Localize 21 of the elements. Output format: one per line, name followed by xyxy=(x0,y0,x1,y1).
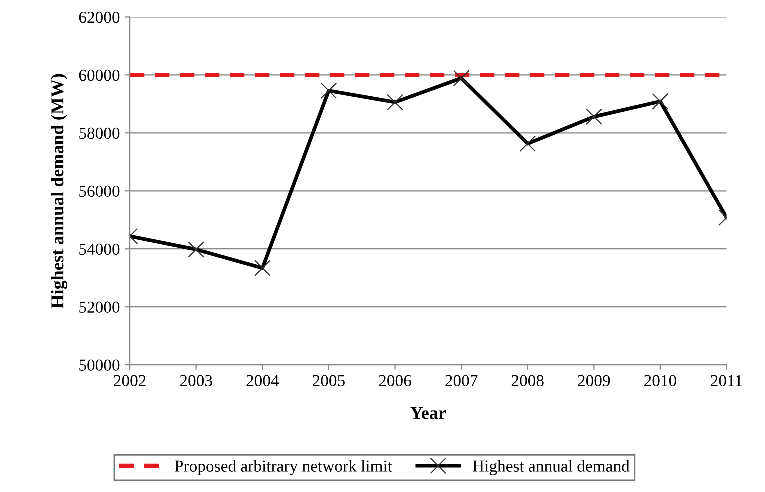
x-tick-label: 2009 xyxy=(578,375,610,387)
y-tick-label: 60000 xyxy=(79,70,120,82)
y-tick-label: 56000 xyxy=(80,186,120,198)
y-tick-label: 54000 xyxy=(80,244,120,256)
x-tick-label: 2004 xyxy=(246,375,280,387)
x-tick-label: 2008 xyxy=(512,375,544,387)
x-tick-label: 2006 xyxy=(379,375,412,387)
y-tick-label: 50000 xyxy=(80,360,120,372)
y-tick-label: 52000 xyxy=(80,302,120,314)
y-tick-label: 58000 xyxy=(80,128,120,140)
legend-label: Highest annual demand xyxy=(472,460,630,476)
x-tick-label: 2003 xyxy=(180,375,212,387)
y-axis-title: Highest annual demand (MW) xyxy=(51,74,68,308)
x-tick-label: 2002 xyxy=(114,375,146,387)
x-tick-label: 2010 xyxy=(644,375,676,387)
legend-label: Proposed arbitrary network limit xyxy=(174,460,392,476)
x-axis-title: Year xyxy=(410,407,446,420)
x-tick-label: 2005 xyxy=(313,375,345,387)
y-tick-label: 62000 xyxy=(79,12,120,24)
x-tick-label: 2007 xyxy=(446,375,478,387)
x-tick-label: 2011 xyxy=(711,375,742,387)
